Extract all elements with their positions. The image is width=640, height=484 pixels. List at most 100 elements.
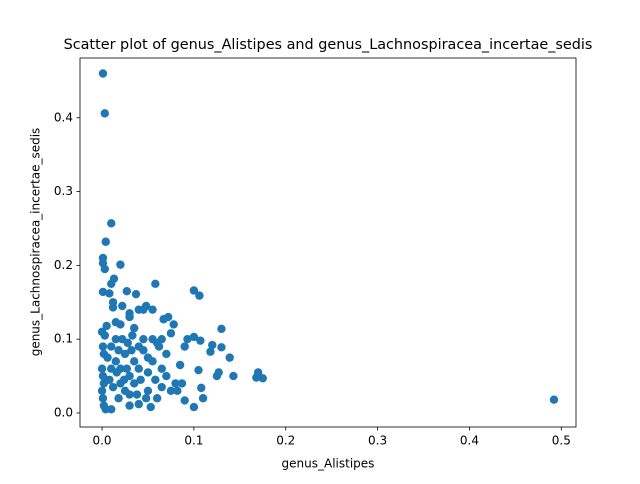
point (180, 396, 189, 405)
point (98, 69, 108, 78)
point (183, 334, 192, 344)
point (98, 394, 108, 403)
point (114, 346, 123, 355)
x-tick-label: 0.5 (552, 434, 571, 448)
y-axis-label: genus_Lachnospiracea_incertae_sedis (29, 128, 43, 357)
point (217, 324, 226, 334)
point (143, 353, 153, 362)
point (122, 364, 132, 373)
x-axis-label: genus_Alistipes (282, 457, 375, 471)
point (162, 371, 171, 381)
point (125, 401, 134, 410)
point (152, 394, 162, 403)
point (146, 402, 155, 412)
y-tick-label: 0.2 (54, 258, 73, 272)
point (127, 346, 136, 355)
point (131, 289, 141, 299)
point (111, 318, 121, 327)
point (125, 390, 134, 399)
y-tick-label: 0.0 (54, 405, 73, 419)
point (141, 394, 151, 403)
chart-title: Scatter plot of genus_Alistipes and genu… (64, 37, 593, 53)
y-tick-label: 0.3 (54, 184, 73, 198)
point (132, 390, 142, 399)
point (189, 402, 199, 412)
point (159, 315, 168, 324)
point (98, 371, 108, 381)
point (105, 289, 114, 298)
point (154, 342, 164, 351)
point (171, 379, 180, 388)
point (151, 279, 160, 289)
point (107, 279, 116, 289)
x-tick-label: 0.4 (460, 434, 479, 448)
point (97, 364, 107, 373)
point (143, 368, 153, 377)
point (125, 312, 134, 322)
point (103, 353, 112, 362)
point (128, 331, 137, 340)
point (105, 375, 114, 384)
point (101, 237, 110, 246)
point (217, 343, 226, 352)
point (129, 357, 139, 366)
x-tick-label: 0.2 (276, 434, 295, 448)
point (107, 342, 116, 351)
point (123, 338, 132, 348)
point (157, 382, 166, 392)
point (197, 383, 206, 393)
point (108, 382, 118, 392)
point (166, 329, 176, 338)
point (143, 386, 153, 396)
point (151, 375, 160, 384)
point (214, 368, 223, 377)
point (129, 323, 139, 333)
point (139, 305, 148, 314)
point (100, 264, 110, 274)
point (100, 109, 110, 118)
point (169, 320, 178, 329)
point (148, 334, 157, 344)
point (107, 219, 116, 228)
x-tick-label: 0.3 (368, 434, 387, 448)
point (189, 332, 199, 342)
point (118, 301, 127, 311)
point (98, 342, 108, 351)
point (119, 375, 129, 384)
point (173, 386, 182, 396)
point (196, 336, 205, 345)
point (114, 394, 123, 403)
point (102, 321, 111, 331)
y-tick-label: 0.4 (54, 110, 73, 124)
point (252, 373, 261, 382)
point (97, 386, 107, 396)
point (111, 334, 121, 344)
point (166, 386, 176, 396)
point (129, 379, 139, 388)
point (208, 340, 217, 350)
point (229, 371, 238, 381)
point (177, 379, 187, 388)
point (107, 405, 116, 414)
point (111, 357, 121, 366)
point (116, 260, 125, 269)
point (139, 334, 148, 344)
point (134, 364, 143, 373)
point (198, 394, 208, 403)
point (100, 331, 110, 340)
point (112, 368, 121, 377)
point (175, 360, 185, 370)
point (157, 364, 166, 373)
point (162, 349, 171, 359)
y-tick-label: 0.1 (54, 332, 73, 346)
x-tick-label: 0.0 (92, 434, 111, 448)
point (206, 347, 215, 356)
point (194, 365, 203, 375)
point (134, 399, 143, 409)
point (189, 286, 199, 295)
point (195, 291, 204, 300)
point (122, 287, 132, 296)
point (120, 349, 130, 359)
